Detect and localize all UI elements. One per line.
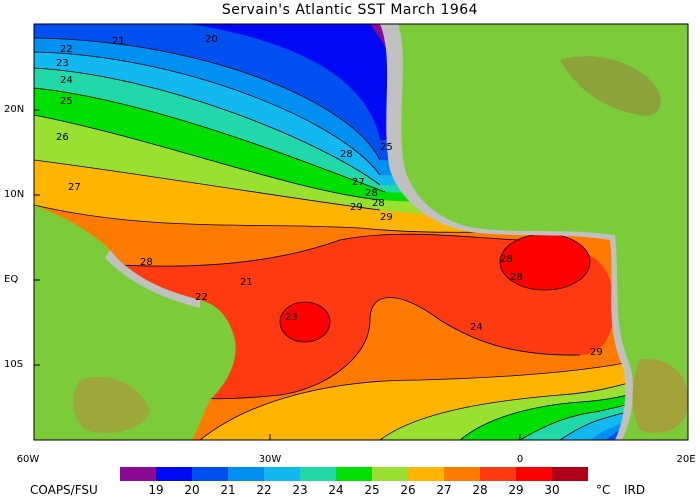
contour-label: 28 [365,188,378,199]
land-africa-highlands [632,359,688,433]
axis-ticks [34,109,521,440]
contour-label: 28 [140,257,153,268]
contour-label: 27 [68,182,81,193]
colorbar-swatch [372,467,408,481]
colorbar-swatch [300,467,336,481]
colorbar-value-label: 29 [508,483,524,497]
contour-label: 28 [510,272,523,283]
credit-left: COAPS/FSU [30,483,98,497]
colorbar-value-label: 21 [220,483,236,497]
colorbar-swatch [408,467,444,481]
contour-label: 21 [112,36,125,47]
colorbar-swatch [228,467,264,481]
contour-label: 28 [500,254,513,265]
colorbar-swatch [480,467,516,481]
colorbar-value-label: 24 [328,483,344,497]
map-title: Servain's Atlantic SST March 1964 [221,2,479,18]
contour-label: 22 [60,44,73,55]
contour-label: 27 [352,177,365,188]
colorbar-swatch [516,467,552,481]
contour-label: 28 [340,149,353,160]
colorbar-value-label: 27 [436,483,452,497]
colorbar-swatch [336,467,372,481]
colorbar-unit: °C [596,483,611,497]
colorbar-swatch [264,467,300,481]
map-frame [33,23,689,441]
contour-label: 26 [56,132,69,143]
colorbar-swatch [552,467,588,481]
contour-label-layer: 21 20222324252627282122232425282728282929… [56,34,603,358]
lon-label-30w: 30W [258,454,282,465]
contour-label: 29 [350,202,363,213]
contour-label: 23 [56,58,69,69]
colorbar-swatch [192,467,228,481]
contour-label: 23 [285,312,298,323]
contour-label: 21 [240,277,253,288]
contour-label: 24 [60,75,73,86]
colorbar-value-label: 25 [364,483,380,497]
credit-right: IRD [624,483,646,497]
colorbar-swatch [156,467,192,481]
colorbar-swatch [444,467,480,481]
land-africa [398,24,688,440]
colorbar-swatch [120,467,156,481]
lat-label-eq: EQ [4,274,19,285]
colorbar-value-label: 23 [292,483,308,497]
land-sahara-highlands [560,56,661,116]
contour-label: 24 [470,322,483,333]
lat-label-20n: 20N [4,104,25,115]
colorbar-value-label: 28 [472,483,488,497]
contour-label: 22 [195,292,208,303]
lat-label-10n: 10N [4,189,25,200]
contour-label: 25 [380,142,393,153]
colorbar-value-label: 22 [256,483,272,497]
colorbar-value-label: 20 [184,483,200,497]
contour-label: 29 [590,347,603,358]
lat-label-10s: 10S [4,359,24,370]
colorbar-value-label: 26 [400,483,416,497]
sst-band-29-central [120,234,614,399]
sst-warm-core-central [280,302,330,342]
contour-label: 25 [60,96,73,107]
lon-label-0: 0 [516,454,524,465]
colorbar [120,467,588,481]
contour-lines [34,37,646,440]
contour-label: 28 [372,198,385,209]
land-sa-highlands [73,376,150,434]
colorbar-value-label: 30 [544,483,560,497]
contour-label: 29 [380,212,393,223]
lon-label-20e: 20E [676,454,696,465]
sst-warm-core-east [500,234,590,290]
colorbar-value-label: 19 [148,483,164,497]
land-sa-coast [105,250,200,308]
lon-label-60w: 60W [16,454,40,465]
contour-label: 20 [205,34,218,45]
